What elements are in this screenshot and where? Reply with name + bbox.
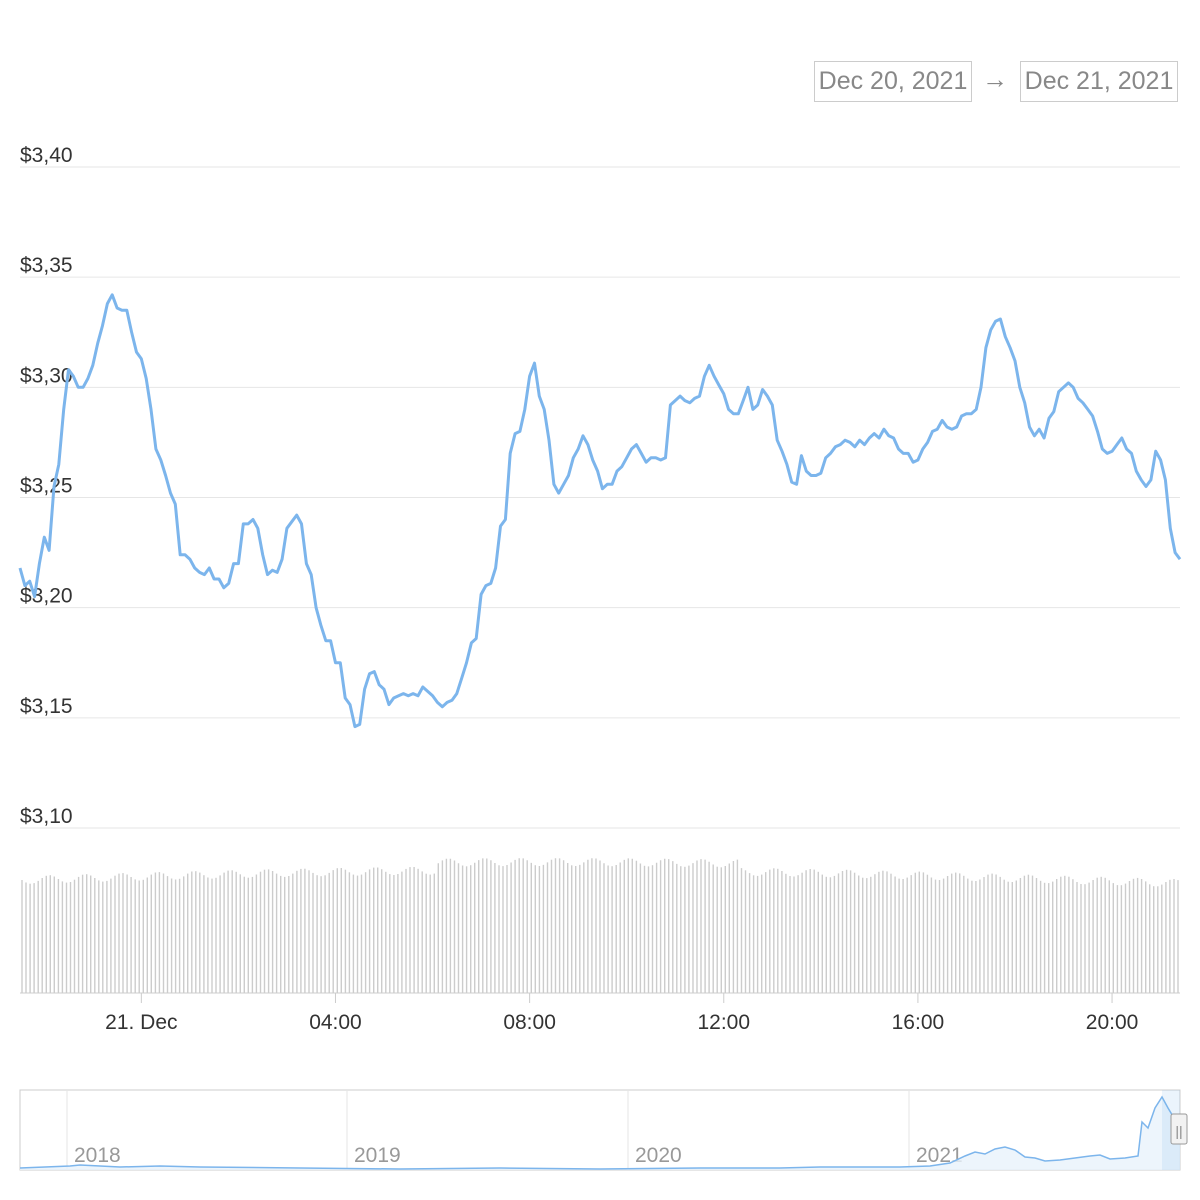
navigator-year-lines (66, 1090, 910, 1170)
x-tick-label: 08:00 (503, 1011, 556, 1034)
x-tick-label: 20:00 (1086, 1011, 1139, 1034)
y-tick-label: $3,20 (20, 585, 73, 608)
x-tick-label: 16:00 (892, 1011, 945, 1034)
navigator-line (19, 1095, 1181, 1170)
navigator-area (20, 1097, 1180, 1170)
x-tick-label: 04:00 (309, 1011, 362, 1034)
range-from-input[interactable]: Dec 20, 2021 (814, 61, 972, 102)
y-tick-label: $3,10 (20, 805, 73, 828)
y-axis: $3,40 $3,35 $3,30 $3,25 $3,20 $3,15 $3,10 (20, 144, 73, 828)
navigator-year-labels: 2018 2019 2020 2021 (74, 1144, 963, 1167)
y-tick-label: $3,25 (20, 475, 73, 498)
volume-bars (21, 858, 1179, 993)
price-series-line (18, 293, 1182, 729)
range-to-input[interactable]: Dec 21, 2021 (1020, 61, 1178, 102)
y-tick-label: $3,15 (20, 695, 73, 718)
range-arrow: → (982, 64, 1008, 94)
navigator-year-label: 2018 (74, 1144, 121, 1167)
x-tick-label: 21. Dec (105, 1011, 177, 1034)
y-tick-label: $3,35 (20, 254, 73, 277)
navigator[interactable]: 2018 2019 2020 2021 || (19, 1089, 1188, 1171)
y-tick-label: $3,40 (20, 144, 73, 167)
navigator-year-label: 2019 (354, 1144, 401, 1167)
grid-lines (20, 166, 1180, 829)
navigator-year-label: 2020 (635, 1144, 682, 1167)
x-axis: 21. Dec 04:00 08:00 12:00 16:00 20:00 (105, 993, 1138, 1034)
navigator-handle-glyph: || (1175, 1123, 1182, 1139)
navigator-handle[interactable] (1170, 1113, 1188, 1145)
x-tick-label: 12:00 (697, 1011, 750, 1034)
navigator-year-label: 2021 (916, 1144, 963, 1167)
y-tick-label: $3,30 (20, 364, 73, 387)
